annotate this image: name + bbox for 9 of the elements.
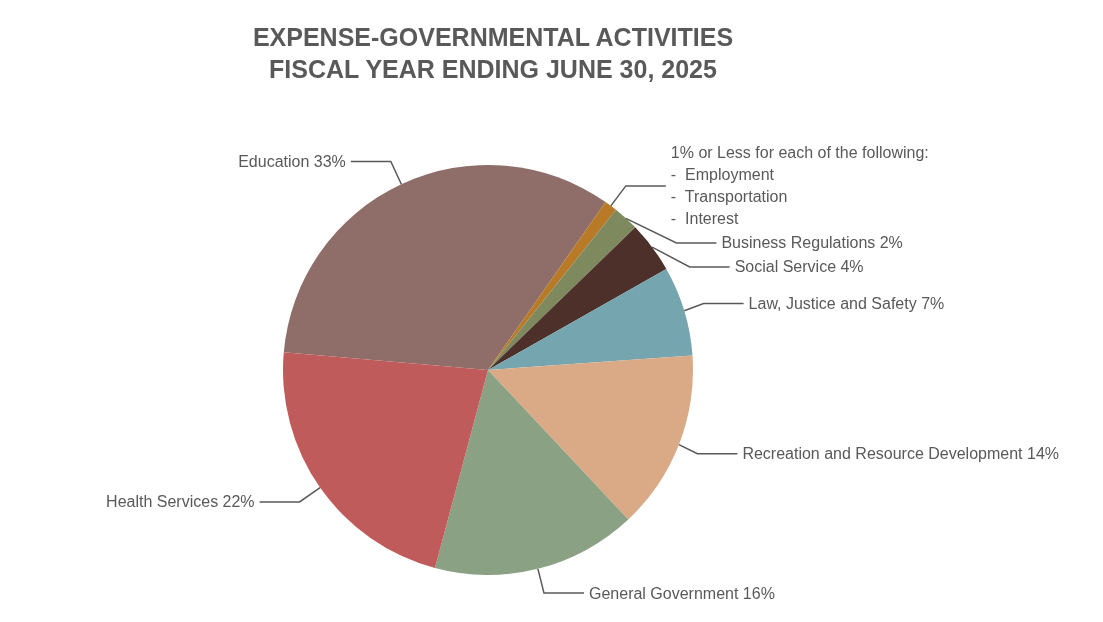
slice-label: Law, Justice and Safety 7% (748, 294, 945, 312)
slice-label: Education 33% (238, 153, 346, 171)
slice-label: Social Service 4% (734, 258, 864, 276)
slice-label: General Government 16% (589, 584, 775, 602)
chart-title: EXPENSE-GOVERNMENTAL ACTIVITIES FISCAL YEAR ENDING JUNE 30, 2025 (252, 23, 734, 83)
slice-label: Recreation and Resource Development 14% (742, 445, 1060, 463)
slice-label: Health Services 22% (106, 493, 255, 511)
slice-label: Business Regulations 2% (721, 234, 903, 252)
slice-label: 1% or Less for each of the following: - Employment - Transportation - Interest (670, 144, 929, 228)
